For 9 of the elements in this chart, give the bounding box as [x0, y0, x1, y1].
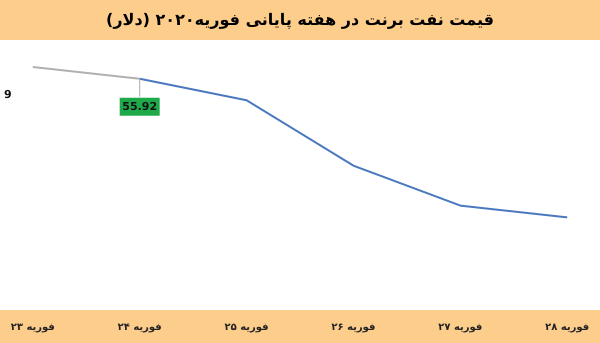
- annotation: 9: [4, 88, 12, 101]
- x-tick-label: ۲۸ فوریه: [545, 322, 590, 333]
- x-tick-label: ۲۷ فوریه: [438, 322, 482, 333]
- chart-title: قیمت نفت برنت در هفته پایانی فوریه۲۰۲۰ (دلار): [0, 0, 600, 40]
- x-tick-label: ۲۴ فوریه: [118, 322, 162, 333]
- annotation: 55.92: [122, 100, 158, 113]
- x-tick-label: ۲۳ فوریه: [10, 322, 55, 333]
- x-tick-label: ۲۶ فوریه: [331, 322, 376, 333]
- x-tick-label: ۲۵ فوریه: [224, 322, 269, 333]
